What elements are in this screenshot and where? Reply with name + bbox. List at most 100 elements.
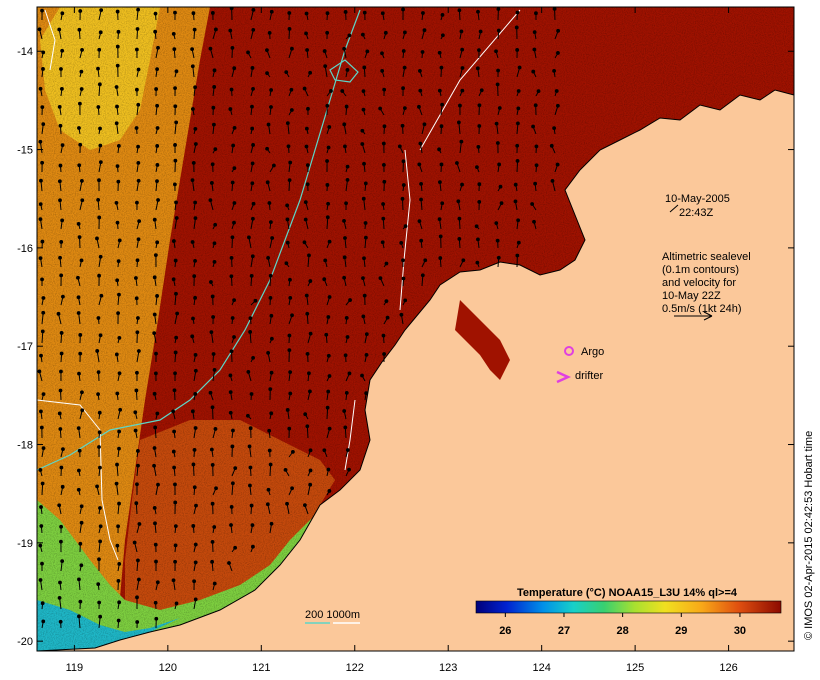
velocity-arrow-head bbox=[532, 219, 536, 224]
velocity-arrow-head bbox=[287, 178, 292, 183]
velocity-arrow-head bbox=[437, 147, 441, 152]
velocity-arrow-head bbox=[115, 63, 120, 68]
velocity-arrow-head bbox=[210, 559, 214, 564]
velocity-arrow-head bbox=[59, 240, 64, 244]
velocity-arrow-head bbox=[380, 51, 384, 56]
velocity-arrow-head bbox=[136, 102, 141, 107]
velocity-arrow-head bbox=[78, 541, 83, 546]
velocity-arrow-head bbox=[477, 124, 482, 128]
velocity-arrow-head bbox=[283, 467, 288, 472]
velocity-arrow-head bbox=[173, 104, 178, 109]
velocity-arrow-head bbox=[232, 298, 237, 303]
x-tick-label: 124 bbox=[532, 662, 550, 674]
velocity-arrow-head bbox=[417, 104, 421, 109]
velocity-arrow-head bbox=[287, 426, 292, 431]
velocity-arrow-head bbox=[322, 49, 327, 53]
velocity-arrow-head bbox=[362, 161, 366, 166]
velocity-arrow-head bbox=[98, 160, 103, 165]
velocity-arrow-head bbox=[555, 103, 560, 108]
velocity-arrow-head bbox=[78, 333, 83, 337]
argo-marker bbox=[564, 346, 574, 356]
velocity-arrow-head bbox=[79, 258, 84, 263]
velocity-arrow-head bbox=[77, 371, 81, 376]
velocity-arrow-head bbox=[116, 143, 121, 148]
velocity-arrow-head bbox=[456, 199, 461, 204]
velocity-arrow-head bbox=[513, 199, 518, 204]
velocity-arrow-head bbox=[495, 82, 500, 87]
velocity-arrow-head bbox=[136, 178, 141, 183]
velocity-arrow-head bbox=[153, 371, 158, 376]
velocity-arrow-head bbox=[208, 46, 213, 51]
velocity-arrow-head bbox=[476, 237, 480, 242]
velocity-arrow-head bbox=[248, 330, 253, 334]
velocity-arrow-head bbox=[155, 411, 160, 416]
velocity-arrow bbox=[307, 255, 310, 268]
velocity-arrow-head bbox=[171, 578, 176, 583]
velocity-arrow-head bbox=[382, 179, 387, 184]
velocity-arrow-head bbox=[303, 217, 308, 222]
velocity-arrow-head bbox=[78, 142, 83, 147]
velocity-arrow-head bbox=[41, 619, 46, 624]
velocity-arrow-head bbox=[438, 256, 443, 260]
velocity-arrow-head bbox=[136, 7, 140, 12]
velocity-arrow-head bbox=[60, 218, 65, 223]
velocity-arrow-head bbox=[212, 68, 217, 73]
velocity-arrow-head bbox=[214, 486, 218, 491]
velocity-arrow-head bbox=[173, 10, 177, 15]
velocity-arrow-head bbox=[228, 410, 233, 415]
velocity-arrow-head bbox=[212, 85, 217, 89]
velocity-arrow-head bbox=[154, 559, 158, 564]
velocity-arrow-head bbox=[136, 67, 141, 72]
velocity-arrow-head bbox=[193, 258, 197, 263]
velocity-arrow-head bbox=[554, 89, 559, 93]
velocity-arrow-head bbox=[76, 295, 81, 300]
velocity-arrow-head bbox=[152, 331, 157, 336]
velocity-arrow-head bbox=[284, 261, 289, 266]
velocity-arrow-head bbox=[96, 198, 101, 202]
king-sound-inlet bbox=[455, 300, 510, 380]
velocity-arrow bbox=[306, 426, 309, 439]
velocity-arrow-head bbox=[266, 487, 271, 492]
velocity-arrow-head bbox=[76, 275, 80, 280]
velocity-arrow-head bbox=[171, 409, 176, 414]
velocity-arrow-head bbox=[304, 144, 309, 149]
velocity-arrow-head bbox=[39, 425, 44, 430]
velocity-arrow-head bbox=[285, 501, 289, 506]
x-tick-label: 123 bbox=[439, 662, 457, 674]
velocity-arrow-head bbox=[210, 162, 215, 167]
velocity-arrow-head bbox=[364, 352, 369, 357]
velocity-arrow-head bbox=[365, 49, 370, 54]
velocity-arrow-head bbox=[38, 468, 43, 472]
velocity-arrow-head bbox=[397, 144, 402, 149]
velocity-arrow-head bbox=[190, 47, 195, 52]
drifter-label: drifter bbox=[575, 370, 603, 382]
velocity-arrow-head bbox=[401, 86, 405, 91]
velocity-arrow-head bbox=[248, 483, 252, 488]
velocity-arrow-head bbox=[97, 600, 102, 605]
velocity-arrow-head bbox=[325, 159, 329, 163]
velocity-arrow-head bbox=[530, 202, 535, 206]
velocity-arrow-head bbox=[327, 374, 332, 378]
velocity-arrow-head bbox=[116, 578, 121, 583]
velocity-arrow-head bbox=[193, 142, 198, 146]
velocity-arrow-head bbox=[191, 11, 196, 16]
velocity-arrow-head bbox=[211, 315, 216, 319]
velocity-arrow-head bbox=[41, 392, 46, 397]
velocity-arrow-head bbox=[476, 144, 481, 149]
velocity-arrow-head bbox=[360, 373, 364, 378]
velocity-arrow-head bbox=[288, 391, 293, 396]
velocity-arrow-head bbox=[79, 504, 84, 509]
velocity-arrow-head bbox=[496, 68, 500, 73]
velocity-arrow-head bbox=[267, 201, 272, 205]
velocity-arrow-head bbox=[192, 274, 197, 279]
velocity-arrow-head bbox=[136, 463, 140, 468]
velocity-arrow-head bbox=[362, 293, 367, 298]
velocity-arrow-head bbox=[456, 120, 461, 125]
velocity-arrow-head bbox=[117, 371, 122, 376]
y-tick-label: -18 bbox=[17, 440, 33, 452]
velocity-arrow-head bbox=[115, 278, 120, 283]
velocity-arrow-head bbox=[38, 139, 43, 144]
velocity-arrow-head bbox=[77, 27, 82, 32]
velocity-arrow-head bbox=[173, 350, 178, 355]
velocity-arrow-head bbox=[344, 390, 349, 395]
